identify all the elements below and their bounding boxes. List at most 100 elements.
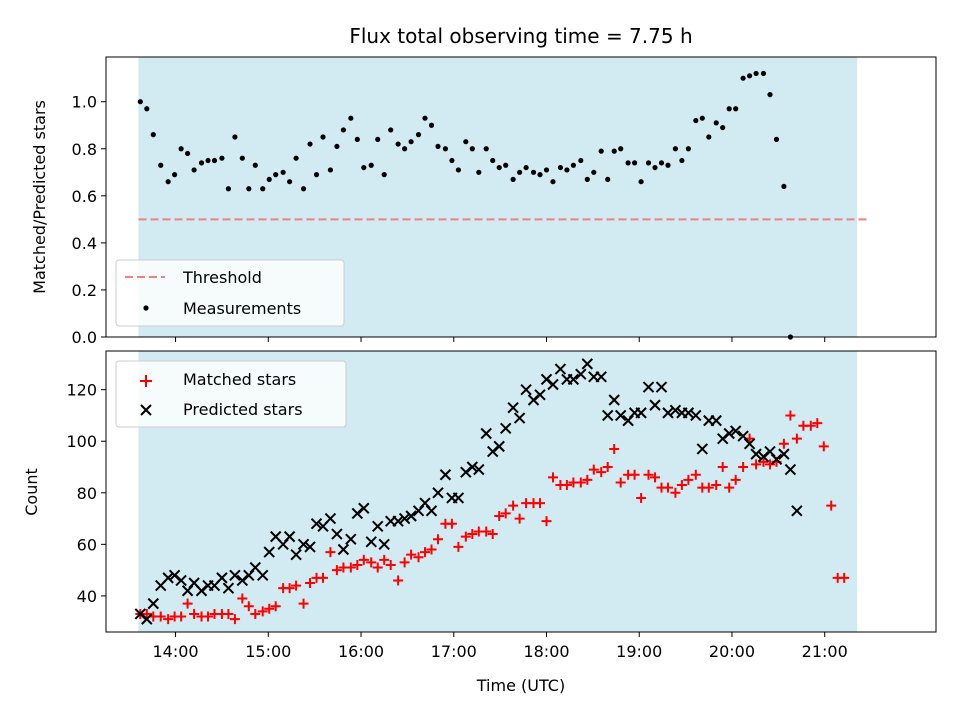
legend-matched-swatch	[140, 375, 152, 387]
matched-star-point	[237, 593, 248, 604]
matched-star-point	[615, 477, 626, 488]
measurement-point	[523, 164, 529, 171]
measurement-point	[645, 160, 652, 166]
legend-threshold-label: Threshold	[182, 268, 262, 287]
matched-star-point	[379, 554, 390, 565]
x-tick-label: 19:00	[616, 642, 662, 661]
matched-star-point	[467, 529, 478, 540]
measurement-point	[570, 162, 576, 168]
measurement-point	[219, 155, 225, 161]
measurement-point	[232, 134, 238, 140]
matched-star-point	[358, 554, 369, 565]
predicted-star-point	[331, 528, 343, 540]
predicted-star-point	[784, 463, 797, 476]
matched-star-point	[724, 482, 735, 493]
matched-star-point	[791, 433, 802, 444]
x-axis-label: Time (UTC)	[476, 676, 565, 695]
measurement-point	[713, 120, 719, 126]
predicted-star-point	[304, 541, 316, 553]
matched-star-point	[703, 482, 714, 493]
chart-title: Flux total observing time = 7.75 h	[349, 24, 692, 48]
matched-star-point	[481, 526, 492, 537]
predicted-star-point	[567, 373, 580, 386]
measurement-point	[415, 132, 422, 138]
measurement-point	[733, 106, 739, 112]
measurement-point	[578, 157, 584, 164]
matched-star-point	[812, 418, 823, 429]
predicted-star-point	[750, 448, 762, 460]
predicted-star-point	[425, 505, 438, 517]
count-y-tick-label: 80	[77, 484, 97, 503]
predicted-star-point	[405, 510, 417, 522]
matched-star-point	[561, 480, 572, 491]
predicted-star-point	[432, 487, 444, 499]
measurement-point	[767, 92, 773, 98]
measurement-point	[760, 70, 767, 77]
count-legend-box	[115, 360, 347, 428]
measurement-point	[340, 127, 347, 133]
measurement-point	[605, 176, 611, 182]
ratio-y-tick-label: 1.0	[72, 93, 97, 112]
measurement-point	[165, 179, 171, 185]
matched-star-point	[270, 601, 281, 612]
predicted-star-point	[372, 520, 384, 533]
measurement-point	[381, 172, 387, 178]
ratio-y-tick-label: 0.8	[72, 140, 97, 159]
predicted-star-point	[162, 572, 174, 584]
measurement-point	[198, 160, 205, 166]
predicted-star-point	[398, 512, 411, 525]
matched-star-point	[243, 601, 254, 612]
count-legend: Matched stars Predicted stars	[115, 360, 347, 428]
predicted-star-point	[595, 371, 607, 383]
measurement-point	[300, 186, 307, 192]
measurement-point	[773, 136, 780, 142]
matched-star-point	[433, 534, 443, 545]
matched-star-point	[406, 549, 417, 560]
matched-star-point	[676, 480, 687, 491]
predicted-star-point	[649, 399, 661, 411]
matched-star-point	[785, 410, 796, 421]
measurement-point	[699, 115, 705, 121]
ratio-y-tick-label: 0.0	[72, 328, 97, 347]
matched-star-point	[352, 559, 363, 570]
measurement-point	[354, 136, 360, 142]
legend-measurements-swatch	[143, 305, 149, 311]
measurement-point	[252, 162, 258, 168]
matched-star-point	[778, 438, 789, 449]
matched-star-point	[325, 547, 336, 558]
matched-star-point	[508, 500, 519, 511]
matched-star-point	[683, 474, 694, 485]
predicted-star-point	[257, 569, 269, 581]
measurement-point	[483, 146, 489, 152]
measurement-point	[246, 186, 252, 192]
matched-star-point	[805, 420, 816, 431]
measurement-point	[658, 160, 665, 166]
matched-star-point	[765, 459, 775, 470]
predicted-star-point	[473, 463, 485, 476]
predicted-star-point	[283, 530, 296, 543]
measurement-point	[348, 115, 354, 121]
x-tick-label: 18:00	[523, 642, 569, 661]
count-y-axis: 40 60 80 100 120	[66, 381, 106, 606]
measurement-point	[137, 99, 143, 105]
predicted-star-point	[513, 412, 526, 424]
matched-star-point	[446, 518, 457, 529]
measurement-point	[287, 179, 293, 185]
measurement-point	[557, 164, 564, 171]
measurement-point	[191, 167, 197, 173]
measurement-point	[449, 157, 455, 164]
matched-star-point	[514, 513, 525, 524]
count-y-tick-label: 60	[77, 535, 97, 554]
ratio-y-axis-label: Matched/Predicted stars	[30, 100, 49, 294]
matched-star-point	[318, 572, 329, 583]
count-y-tick-label: 100	[66, 432, 97, 451]
measurement-point	[172, 172, 178, 178]
predicted-star-point	[729, 425, 742, 437]
measurement-point	[280, 169, 286, 175]
predicted-star-point	[466, 461, 479, 473]
measurement-point	[746, 73, 753, 79]
measurement-point	[781, 183, 787, 190]
measurement-point	[632, 160, 638, 166]
matched-star-point	[602, 462, 613, 473]
matched-star-point	[643, 469, 654, 480]
